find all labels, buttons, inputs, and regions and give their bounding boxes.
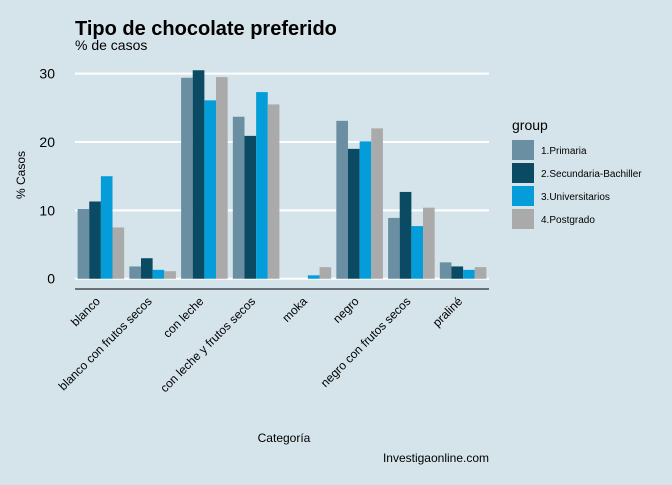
x-tick-label: negro con frutos secos [318,294,414,390]
bar-1-3 [164,271,176,279]
bar-2-3 [216,77,228,279]
bar-0-2 [100,176,113,279]
x-tick-label: con leche [160,294,206,340]
bar-5-0 [336,120,348,279]
x-tick-label: con leche y frutos secos [157,294,258,395]
y-tick-label: 0 [47,271,55,287]
bar-5-3 [371,128,383,279]
bar-7-2 [463,269,475,279]
chart-subtitle: % de casos [75,37,147,53]
bar-2-1 [192,70,205,279]
bar-1-1 [140,258,153,279]
bar-6-3 [423,207,435,279]
y-tick-labels: 0 10 20 30 [39,66,55,287]
legend-swatch [512,209,534,229]
x-tick-label: blanco [68,294,103,329]
bar-3-1 [244,135,257,279]
y-tick-label: 30 [39,66,55,82]
y-axis-label: % Casos [14,151,28,199]
bar-7-0 [439,262,452,279]
legend-label: 1.Primaria [541,146,587,157]
x-tick-label: moka [279,294,310,325]
bar-0-3 [112,227,125,279]
x-axis-label: Categoría [258,431,311,445]
bar-0-1 [89,201,101,279]
bar-6-1 [399,191,412,279]
bar-2-2 [204,100,217,279]
legend-swatch [512,186,534,206]
bar-3-0 [232,116,245,279]
bar-1-0 [129,266,141,279]
y-tick-label: 20 [39,134,55,150]
bar-4-3 [319,267,332,279]
y-tick-label: 10 [39,202,55,218]
legend-label: 2.Secundaria-Bachiller [541,169,642,180]
legend-label: 4.Postgrado [541,215,595,226]
bar-1-2 [152,269,165,279]
x-tick-label: praliné [430,294,466,330]
bar-5-1 [347,148,360,279]
legend-title: group [512,117,548,133]
bars [77,70,487,279]
legend-label: 3.Universitarios [541,192,610,203]
bar-4-2 [307,275,320,279]
legend-swatch [512,140,534,160]
bar-0-0 [77,209,90,279]
bar-5-2 [359,141,372,279]
bar-3-2 [256,92,268,279]
bar-6-0 [388,217,400,279]
legend: group 1.Primaria 2.Secundaria-Bachiller 3.… [512,117,642,229]
x-tick-label: negro [330,294,362,326]
bar-7-1 [451,266,464,279]
legend-swatch [512,163,534,183]
bar-6-2 [411,226,424,279]
bar-2-0 [181,77,193,279]
bar-7-3 [474,267,487,279]
caption: Investigaonline.com [383,451,489,465]
x-tick-label: blanco con frutos secos [56,294,155,393]
bar-3-3 [267,104,280,279]
chart-title: Tipo de chocolate preferido [75,18,337,40]
